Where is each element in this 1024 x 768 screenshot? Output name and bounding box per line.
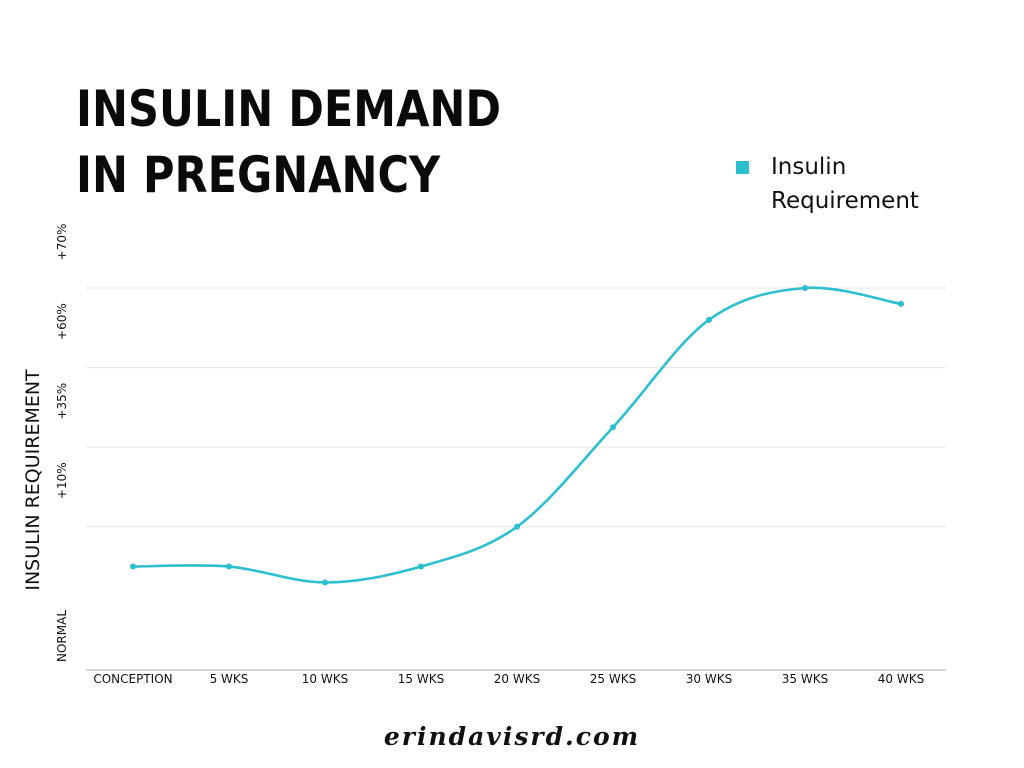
x-tick-label-8: 40 WKS (878, 672, 924, 686)
series-points (130, 285, 904, 586)
legend-swatch (736, 161, 749, 174)
y-tick-label-4: +70% (55, 224, 69, 261)
data-point-3 (418, 563, 424, 570)
y-tick-label-0: NORMAL (55, 610, 69, 662)
x-tick-label-2: 10 WKS (302, 672, 348, 686)
grid-lines (86, 287, 946, 528)
x-tick-label-4: 20 WKS (494, 672, 540, 686)
x-tick-labels: CONCEPTION 5 WKS 10 WKS 15 WKS 20 WKS 25 WKS 3… (93, 672, 924, 686)
data-point-0 (130, 563, 136, 570)
y-tick-label-1: +10% (55, 462, 69, 499)
data-point-7 (802, 285, 808, 291)
x-tick-label-1: 5 WKS (210, 672, 249, 686)
x-tick-label-3: 15 WKS (398, 672, 444, 686)
data-point-1 (226, 563, 232, 570)
y-tick-label-3: +60% (55, 303, 69, 340)
x-tick-label-0: CONCEPTION (93, 672, 172, 686)
y-axis-label: INSULIN REQUIREMENT (22, 369, 44, 591)
chart-title: INSULIN DEMAND IN PREGNANCY (76, 76, 501, 208)
y-tick-label-2: +35% (55, 383, 69, 420)
data-point-8 (898, 300, 904, 307)
legend: Insulin Requirement (736, 150, 961, 218)
x-tick-label-6: 30 WKS (686, 672, 732, 686)
data-point-6 (706, 316, 712, 323)
y-tick-labels: NORMAL +10% +35% +60% +70% (55, 224, 69, 662)
legend-label: Insulin Requirement (771, 154, 919, 214)
x-tick-label-7: 35 WKS (782, 672, 828, 686)
data-point-2 (322, 579, 328, 586)
data-point-5 (610, 424, 616, 431)
x-tick-label-5: 25 WKS (590, 672, 636, 686)
series-line-insulin-requirement (131, 286, 903, 584)
chart-title-line-2: IN PREGNANCY (76, 146, 441, 204)
data-point-4 (514, 523, 520, 530)
chart-title-line-1: INSULIN DEMAND (76, 80, 502, 138)
website-footer: erindavisrd.com (383, 722, 641, 751)
